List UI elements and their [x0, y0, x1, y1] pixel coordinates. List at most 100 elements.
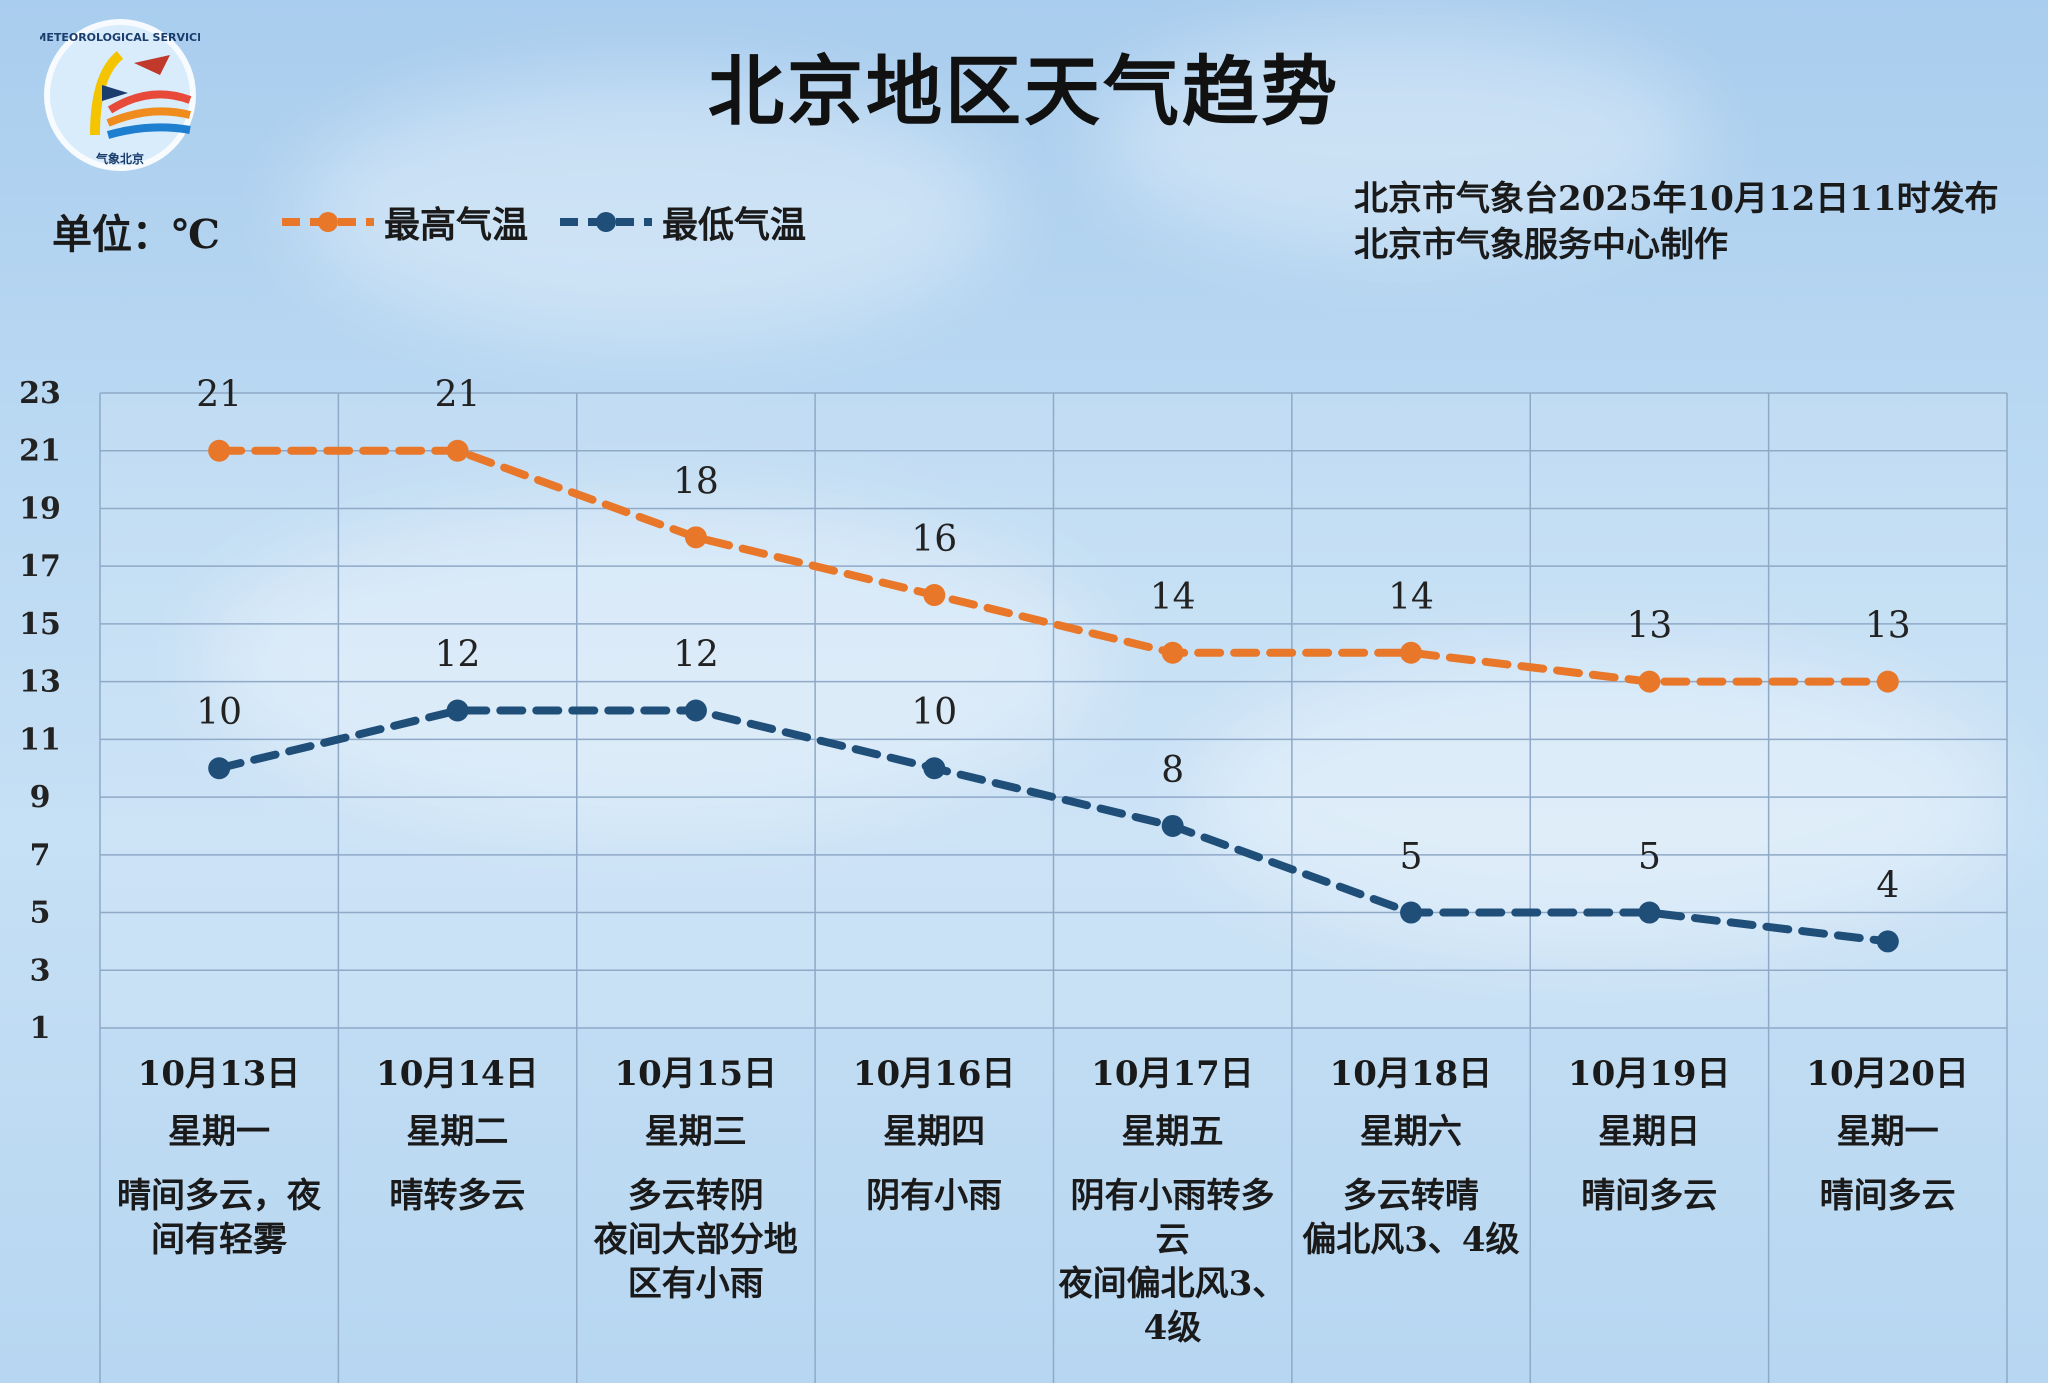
data-point-low	[1400, 901, 1423, 924]
data-point-low	[1638, 901, 1661, 924]
page-title: 北京地区天气趋势	[708, 47, 1340, 136]
day-column: 10月20日 星期一晴间多云	[1769, 1050, 2007, 1218]
data-label-high: 14	[1150, 577, 1196, 618]
weather-line: 云	[1155, 1220, 1190, 1260]
day-column: 10月18日 星期六多云转晴 偏北风3、4级	[1292, 1050, 1530, 1262]
data-label-low: 8	[1161, 750, 1184, 791]
day-date: 10月18日	[1329, 1054, 1493, 1094]
day-date: 10月17日	[1091, 1054, 1254, 1094]
y-tick-label: 17	[19, 549, 61, 584]
y-tick-label: 13	[19, 665, 61, 700]
data-point-high	[446, 439, 469, 462]
day-column: 10月17日 星期五阴有小雨转多云夜间偏北风3、 4级	[1054, 1050, 1292, 1350]
day-weekday: 星期五	[1121, 1112, 1224, 1152]
data-label-low: 10	[911, 692, 957, 733]
legend-low-label: 最低气温	[662, 204, 807, 246]
cloud-decoration	[1100, 30, 1700, 250]
data-label-low: 12	[673, 635, 719, 676]
day-column: 10月14日 星期二晴转多云	[338, 1050, 576, 1218]
data-label-low: 5	[1638, 837, 1661, 878]
cloud-decoration	[300, 80, 1000, 340]
day-date: 10月16日	[852, 1054, 1016, 1094]
day-weather: 阴有小雨	[815, 1174, 1053, 1218]
day-column: 10月19日 星期日晴间多云	[1530, 1050, 1768, 1218]
day-weather: 晴间多云	[1769, 1174, 2007, 1218]
y-tick-label: 7	[30, 838, 51, 873]
data-point-low	[684, 699, 707, 722]
data-point-low	[446, 699, 469, 722]
y-tick-label: 1	[30, 1011, 51, 1046]
legend-low-temp: 最低气温	[556, 196, 806, 248]
legend-high-marker	[282, 212, 374, 232]
weather-line: 晴间多云	[1819, 1176, 1956, 1216]
weather-line: 阴有小雨转多	[1070, 1176, 1275, 1216]
legend-high-temp: 最高气温	[278, 196, 528, 248]
day-weekday: 星期四	[883, 1112, 986, 1152]
data-label-high: 18	[673, 461, 719, 502]
y-tick-label: 11	[19, 722, 61, 757]
day-column: 10月15日 星期三多云转阴 夜间大部分地 区有小雨	[577, 1050, 815, 1306]
day-weekday: 星期一	[1836, 1112, 1939, 1152]
day-date: 10月13日	[137, 1054, 301, 1094]
day-date: 10月19日	[1567, 1054, 1731, 1094]
data-label-low: 4	[1876, 865, 1899, 906]
y-tick-label: 21	[19, 434, 61, 469]
data-point-low	[923, 757, 946, 780]
cloud-decoration	[1200, 650, 2000, 950]
unit-label: 单位：℃	[52, 211, 220, 258]
day-weekday: 星期二	[406, 1112, 509, 1152]
day-weather: 阴有小雨转多云夜间偏北风3、 4级	[1054, 1174, 1292, 1350]
day-date: 10月20日	[1806, 1054, 1969, 1094]
series-line-high	[215, 446, 1892, 686]
data-label-high: 13	[1627, 606, 1673, 647]
y-tick-label: 3	[30, 953, 51, 988]
data-label-low: 5	[1400, 837, 1423, 878]
data-point-high	[1638, 670, 1661, 693]
issuer-info: 北京市气象台2025年10月12日11时发布 北京市气象服务中心制作	[1354, 176, 1999, 268]
data-label-high: 16	[911, 519, 957, 560]
day-weather: 晴间多云	[1530, 1174, 1768, 1218]
legend-low-marker	[560, 212, 652, 232]
issuer-line-1: 北京市气象台2025年10月12日11时发布	[1354, 179, 1999, 219]
svg-text:气象北京: 气象北京	[95, 151, 144, 166]
weather-line: 夜间大部分地	[593, 1220, 798, 1260]
data-point-high	[1876, 670, 1899, 693]
y-tick-label: 15	[19, 607, 61, 642]
day-weather: 多云转阴 夜间大部分地 区有小雨	[577, 1174, 815, 1306]
day-column: 10月16日 星期四阴有小雨	[815, 1050, 1053, 1218]
day-weather: 多云转晴 偏北风3、4级	[1292, 1174, 1530, 1262]
data-point-high	[684, 526, 707, 549]
day-weekday: 星期六	[1359, 1112, 1462, 1152]
day-date: 10月15日	[614, 1054, 778, 1094]
day-weekday: 星期三	[644, 1112, 747, 1152]
data-label-low: 10	[196, 692, 242, 733]
day-weekday: 星期日	[1598, 1112, 1701, 1152]
day-weather: 晴转多云	[338, 1174, 576, 1218]
day-weather: 晴间多云，夜 间有轻雾	[100, 1174, 338, 1262]
data-label-high: 21	[196, 375, 242, 416]
weather-line: 4级	[1143, 1308, 1202, 1348]
y-tick-label: 5	[30, 896, 51, 931]
data-point-high	[1400, 641, 1423, 664]
y-tick-label: 23	[19, 376, 61, 411]
weather-line: 阴有小雨	[866, 1176, 1003, 1216]
day-weekday: 星期一	[168, 1112, 270, 1152]
weather-line: 多云转阴	[627, 1176, 764, 1216]
data-point-high	[208, 439, 231, 462]
weather-line: 偏北风3、4级	[1302, 1220, 1520, 1260]
svg-text:METEOROLOGICAL SERVICE: METEOROLOGICAL SERVICE	[40, 31, 200, 44]
data-label-high: 21	[435, 375, 481, 416]
meteorological-service-logo: METEOROLOGICAL SERVICE 气象北京	[40, 19, 200, 171]
data-point-low	[208, 757, 231, 780]
y-tick-label: 19	[19, 491, 61, 526]
cloud-decoration	[200, 500, 1100, 820]
data-label-low: 12	[435, 635, 481, 676]
data-point-high	[923, 584, 946, 607]
weather-line: 夜间偏北风3、	[1058, 1264, 1287, 1304]
weather-line: 晴转多云	[389, 1176, 526, 1216]
y-tick-label: 9	[30, 780, 51, 815]
day-date: 10月14日	[376, 1054, 539, 1094]
data-label-high: 14	[1388, 577, 1434, 618]
day-column: 10月13日 星期一晴间多云，夜 间有轻雾	[100, 1050, 338, 1262]
